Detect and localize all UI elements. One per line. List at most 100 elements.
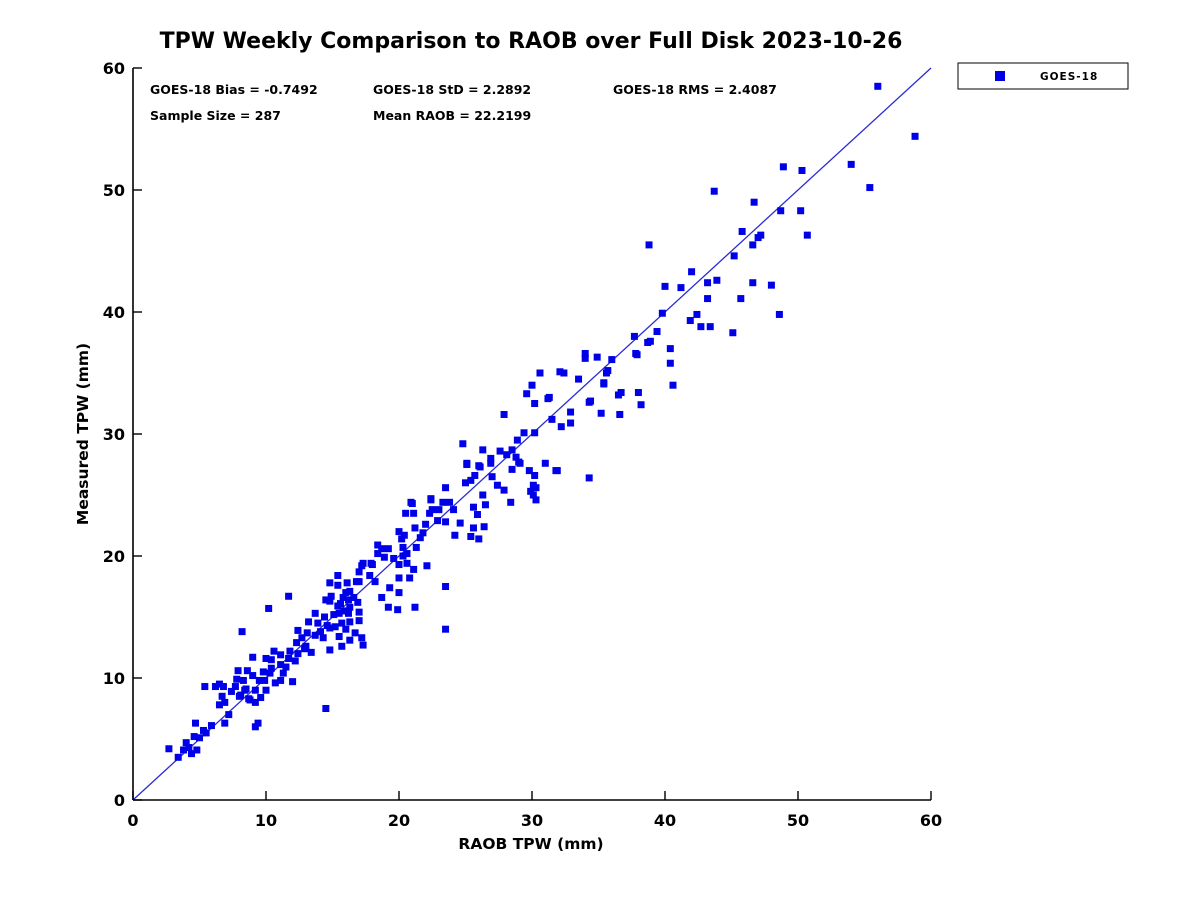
data-point <box>254 719 262 727</box>
data-point <box>267 664 275 672</box>
data-point <box>634 389 642 397</box>
data-point <box>531 429 539 437</box>
data-point <box>426 509 434 517</box>
data-point <box>246 696 254 704</box>
data-point <box>378 545 386 553</box>
data-point <box>303 629 311 637</box>
data-point <box>767 281 775 289</box>
data-point <box>729 329 737 337</box>
data-point <box>243 667 251 675</box>
data-point <box>451 531 459 539</box>
data-point <box>442 484 450 492</box>
data-point <box>182 739 190 747</box>
data-point <box>658 309 666 317</box>
data-point <box>346 636 354 644</box>
x-tick-label: 20 <box>388 811 410 830</box>
y-tick-label: 0 <box>114 791 125 810</box>
data-point <box>435 506 443 514</box>
data-point <box>371 578 379 586</box>
data-point <box>412 543 420 551</box>
y-tick-label: 40 <box>103 303 125 322</box>
data-point <box>399 543 407 551</box>
data-point <box>803 231 811 239</box>
data-point <box>710 187 718 195</box>
data-point <box>221 719 229 727</box>
data-point <box>531 400 539 407</box>
data-point <box>779 163 787 171</box>
data-point <box>259 668 267 676</box>
data-point <box>193 746 201 754</box>
data-point <box>587 397 595 405</box>
data-point <box>427 496 435 504</box>
data-point <box>686 317 694 325</box>
data-point <box>327 592 335 600</box>
data-point <box>322 596 330 604</box>
stat-sample-size: Sample Size = 287 <box>150 108 281 123</box>
data-point <box>305 618 313 626</box>
data-point <box>528 381 536 389</box>
data-point <box>207 722 215 730</box>
data-point <box>211 683 219 691</box>
x-tick-label: 0 <box>127 811 138 830</box>
data-point <box>218 692 226 700</box>
data-point <box>215 680 223 688</box>
stat-bias: GOES-18 Bias = -0.7492 <box>150 82 318 97</box>
data-point <box>395 574 403 582</box>
data-point <box>536 369 544 377</box>
data-point <box>439 498 447 506</box>
data-point <box>545 393 553 401</box>
data-point <box>706 323 714 331</box>
data-point <box>395 528 403 536</box>
data-point <box>395 589 403 597</box>
data-point <box>231 683 239 691</box>
data-point <box>346 587 354 595</box>
data-point <box>523 390 531 398</box>
data-point <box>798 166 806 174</box>
data-point <box>271 679 279 687</box>
data-point <box>757 231 765 239</box>
data-point <box>480 523 488 531</box>
data-point <box>326 579 334 587</box>
y-tick-label: 10 <box>103 669 125 688</box>
data-point <box>384 603 392 611</box>
data-point <box>469 503 477 511</box>
data-point <box>338 619 346 627</box>
data-point <box>390 554 398 562</box>
data-point <box>697 323 705 331</box>
x-tick-label: 60 <box>920 811 942 830</box>
data-point <box>294 650 302 658</box>
data-point <box>251 723 259 731</box>
data-point <box>215 701 223 709</box>
data-point <box>581 354 589 362</box>
data-point <box>342 625 350 633</box>
data-point <box>277 651 285 659</box>
data-point <box>355 617 363 625</box>
chart-title: TPW Weekly Comparison to RAOB over Full … <box>160 29 903 54</box>
data-point <box>368 561 376 569</box>
data-point <box>384 545 392 553</box>
data-point <box>174 753 182 761</box>
data-point <box>532 496 540 504</box>
data-point <box>567 419 575 427</box>
data-point <box>777 207 785 215</box>
x-tick-label: 30 <box>521 811 543 830</box>
data-point <box>593 353 601 361</box>
data-point <box>395 561 403 569</box>
data-point <box>600 379 608 387</box>
data-point <box>575 375 583 383</box>
data-point <box>442 583 450 590</box>
data-point <box>479 446 487 454</box>
data-point <box>261 676 269 684</box>
data-point <box>567 408 575 416</box>
data-point <box>279 669 287 677</box>
data-point <box>669 381 677 389</box>
data-point <box>633 351 641 359</box>
data-point <box>399 552 407 560</box>
data-point <box>408 500 416 508</box>
data-point <box>423 562 431 570</box>
data-point <box>911 132 919 140</box>
data-point <box>322 705 330 712</box>
data-point <box>750 198 758 206</box>
y-tick-label: 30 <box>103 425 125 444</box>
legend-label: GOES-18 <box>1040 71 1098 83</box>
